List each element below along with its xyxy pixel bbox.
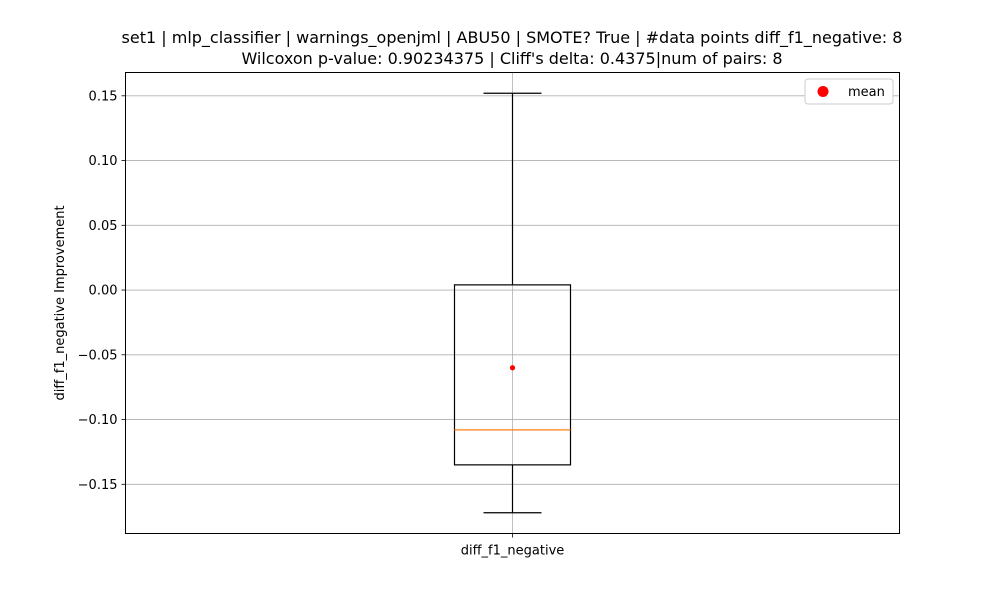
y-tick-label: −0.05 [78, 348, 118, 363]
legend-mean-label: mean [848, 85, 885, 100]
legend-mean-marker [817, 86, 829, 97]
box-iqr [453, 284, 572, 466]
legend: mean [804, 78, 894, 105]
chart-title-line1: set1 | mlp_classifier | warnings_openjml… [122, 28, 903, 48]
y-tick-label: 0.15 [89, 89, 118, 104]
box-layer [453, 92, 572, 514]
x-ticks: diff_f1_negative [461, 533, 565, 559]
y-tick-label: −0.10 [78, 413, 118, 428]
y-tick-label: 0.05 [89, 219, 118, 234]
y-ticks: 0.15 0.10 0.05 0.00 −0.05 −0.10 −0.15 [78, 89, 126, 493]
box-plot [453, 92, 572, 514]
mean-marker [509, 365, 516, 371]
chart-title-line2: Wilcoxon p-value: 0.90234375 | Cliff's d… [241, 49, 782, 68]
y-tick-label: 0.00 [89, 284, 118, 299]
legend-frame [804, 78, 894, 105]
y-tick-label: 0.10 [89, 154, 118, 169]
y-tick-label: −0.15 [78, 478, 118, 493]
x-tick-label: diff_f1_negative [461, 544, 565, 559]
y-axis-label: diff_f1_negative Improvement [53, 205, 68, 400]
